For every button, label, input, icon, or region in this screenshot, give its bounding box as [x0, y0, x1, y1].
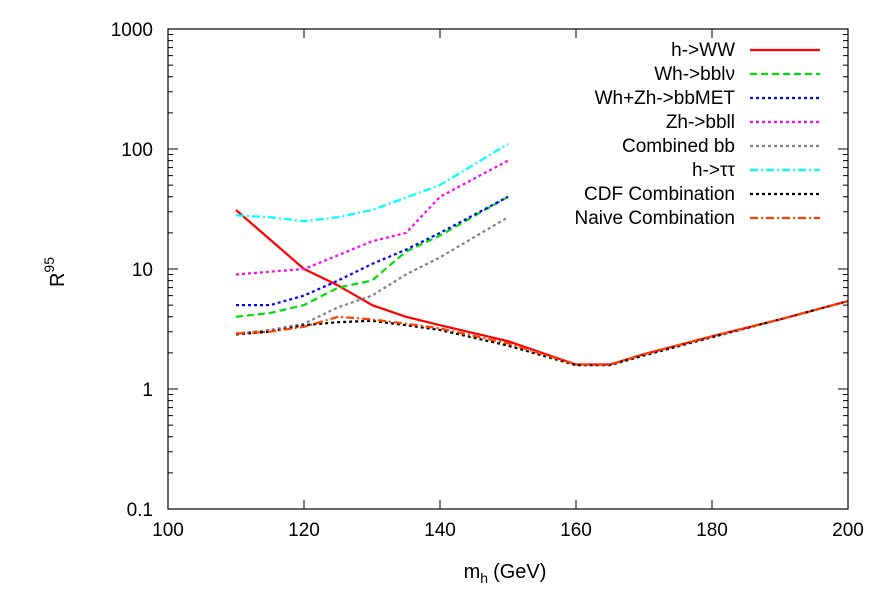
plot-border — [167, 28, 849, 510]
y-tick-label: 1000 — [111, 20, 153, 41]
x-axis-label-unit: (GeV) — [493, 561, 546, 583]
ticks-layer: 100 120 140 160 180 200 0.1 1 10 100 1000 — [111, 20, 864, 541]
legend-label-7: Naive Combination — [574, 208, 735, 229]
series-layer — [235, 143, 849, 367]
x-tick-label: 100 — [152, 520, 184, 541]
series-line-0 — [235, 209, 849, 366]
x-tick-label: 120 — [288, 520, 320, 541]
y-tick-label: 0.1 — [127, 500, 153, 521]
series-line-5 — [235, 143, 509, 223]
legend-label-6: CDF Combination — [584, 184, 735, 205]
series-line-1 — [235, 195, 509, 318]
series-line-3 — [235, 159, 509, 276]
legend-label-3: Zh->bbll — [666, 112, 735, 133]
y-tick-label: 10 — [132, 260, 153, 281]
x-axis-label-subscript: h — [480, 570, 488, 586]
y-tick-label: 1 — [142, 380, 153, 401]
legend-label-5: h->ττ — [692, 160, 735, 181]
legend: h->WW Wh->bblν Wh+Zh->bbMET Zh->bbll Combine… — [574, 40, 820, 229]
legend-label-4: Combined bb — [622, 136, 735, 157]
x-tick-label: 160 — [560, 520, 592, 541]
series-line-6 — [235, 300, 849, 367]
series-line-2 — [236, 195, 509, 307]
x-axis-label: mh (GeV) — [464, 561, 547, 586]
legend-label-1: Wh->bblν — [654, 64, 735, 85]
x-tick-label: 200 — [832, 520, 864, 541]
x-tick-label: 140 — [424, 520, 456, 541]
series-line-7 — [235, 300, 849, 366]
legend-label-2: Wh+Zh->bbMET — [595, 88, 736, 109]
x-axis-label-main: m — [464, 561, 481, 583]
y-tick-label: 100 — [121, 140, 153, 161]
y-axis-label: R95 — [41, 257, 69, 287]
legend-label-0: h->WW — [671, 40, 735, 61]
y-axis-label-superscript: 95 — [41, 257, 57, 273]
y-axis-label-main: R — [47, 273, 69, 287]
x-tick-label: 180 — [696, 520, 728, 541]
series-line-4 — [235, 216, 509, 335]
plot-frame — [167, 28, 849, 510]
